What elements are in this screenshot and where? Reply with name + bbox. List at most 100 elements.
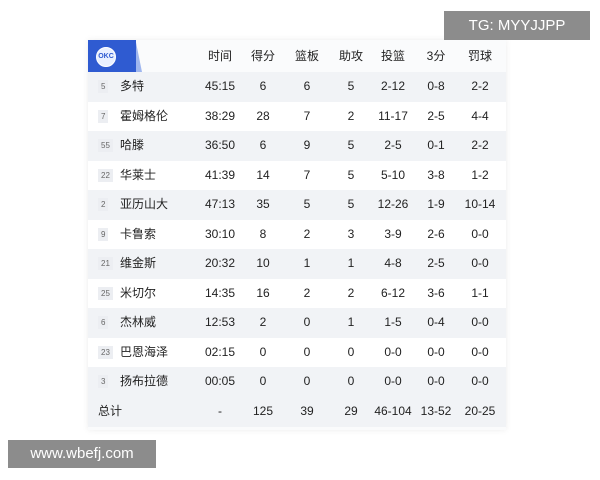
stat-cell: 8 [259, 226, 267, 241]
stat-cell: 0 [259, 344, 267, 359]
stat-cell: 0-0 [471, 256, 489, 270]
table-row: 25 米切尔 14:35 16 2 2 6-12 3-6 1-1 [88, 278, 506, 308]
stat-cell: 12:53 [204, 315, 236, 329]
table-row: 3 扬布拉德 00:05 0 0 0 0-0 0-0 0-0 [88, 367, 506, 397]
column-header: 篮板 [294, 49, 319, 63]
stat-cell: 3-9 [384, 226, 402, 241]
column-header: 投篮 [380, 49, 405, 63]
player-name: 卡鲁索 [120, 226, 157, 241]
stat-cell: 2-12 [380, 79, 406, 93]
total-row: 总计 - 125 39 29 46-104 13-52 20-25 [88, 396, 506, 427]
jersey-number: 9 [98, 227, 109, 241]
stat-cell: 1 [347, 256, 355, 270]
jersey-number: 22 [98, 168, 113, 182]
total-cell: 13-52 [420, 403, 452, 418]
stat-cell: 11-17 [378, 108, 408, 123]
total-cell: 29 [344, 403, 358, 418]
stat-cell: 5 [347, 197, 355, 211]
table-row: 9 卡鲁索 30:10 8 2 3 3-9 2-6 0-0 [88, 219, 506, 249]
stat-cell: 0-0 [384, 374, 402, 388]
stat-cell: 0 [303, 374, 311, 388]
stat-cell: 00:05 [204, 374, 236, 388]
jersey-number: 21 [98, 257, 113, 270]
table-row: 5 多特 45:15 6 6 5 2-12 0-8 2-2 [88, 72, 506, 102]
table-row: 23 巴恩海泽 02:15 0 0 0 0-0 0-0 0-0 [88, 337, 506, 367]
stat-cell: 0 [347, 374, 355, 388]
stat-cell: 3 [347, 226, 355, 241]
stat-cell: 5 [303, 197, 311, 211]
jersey-number: 2 [98, 198, 109, 211]
jersey-number: 25 [98, 286, 113, 300]
table-row: 22 华莱士 41:39 14 7 5 5-10 3-8 1-2 [88, 160, 506, 190]
column-header: 罚球 [467, 49, 492, 63]
total-cell: 125 [252, 403, 274, 418]
stat-cell: 2 [303, 226, 311, 241]
jersey-number: 55 [98, 139, 113, 152]
player-name: 哈滕 [120, 138, 145, 152]
stat-cell: 45:15 [204, 79, 236, 93]
player-name: 维金斯 [120, 256, 157, 270]
stat-cell: 5-10 [380, 167, 406, 182]
stat-cell: 0-1 [427, 138, 445, 152]
stat-cell: 0-0 [471, 226, 489, 241]
table-row: 21 维金斯 20:32 10 1 1 4-8 2-5 0-0 [88, 249, 506, 279]
stat-cell: 0-0 [384, 344, 402, 359]
total-label: 总计 [98, 403, 123, 418]
stat-cell: 28 [256, 108, 270, 123]
stat-cell: 7 [303, 108, 311, 123]
stat-cell: 1-2 [471, 167, 489, 182]
table-header: OKC 时间 得分 篮板 助攻 投篮 3分 罚球 [88, 40, 506, 72]
stat-cell: 1-5 [384, 315, 402, 329]
table-row: 7 霍姆格伦 38:29 28 7 2 11-17 2-5 4-4 [88, 101, 506, 131]
stat-cell: 0 [303, 344, 311, 359]
stat-cell: 4-4 [471, 108, 489, 123]
total-cell: 20-25 [464, 403, 496, 418]
stat-cell: 10-14 [464, 197, 496, 211]
stat-cell: 2-5 [427, 108, 445, 123]
player-name: 华莱士 [120, 167, 157, 182]
stat-cell: 36:50 [204, 138, 236, 152]
stat-cell: 14:35 [204, 285, 236, 300]
stat-cell: 02:15 [204, 344, 236, 359]
stat-cell: 2-2 [471, 79, 489, 93]
stat-cell: 5 [347, 167, 355, 182]
stat-cell: 0-8 [427, 79, 445, 93]
table-row: 2 亚历山大 47:13 35 5 5 12-26 1-9 10-14 [88, 190, 506, 220]
stat-cell: 2-6 [427, 226, 445, 241]
player-name: 霍姆格伦 [120, 108, 169, 123]
stat-cell: 2-2 [471, 138, 489, 152]
stat-cell: 1 [303, 256, 311, 270]
stat-cell: 0 [259, 374, 267, 388]
team-logo: OKC [96, 47, 116, 67]
stat-cell: 5 [347, 138, 355, 152]
jersey-number: 7 [98, 109, 109, 123]
stat-cell: 47:13 [204, 197, 236, 211]
jersey-number: 5 [98, 80, 109, 93]
column-header: 3分 [426, 49, 446, 63]
stat-cell: 2-5 [427, 256, 445, 270]
stat-cell: 1-1 [471, 285, 489, 300]
stat-cell: 6-12 [380, 285, 406, 300]
stat-cell: 35 [256, 197, 270, 211]
stat-cell: 2 [259, 315, 267, 329]
stat-cell: 0-0 [427, 344, 445, 359]
stat-cell: 1 [347, 315, 355, 329]
stat-cell: 30:10 [204, 226, 236, 241]
stat-cell: 0 [347, 344, 355, 359]
stat-cell: 9 [303, 138, 311, 152]
jersey-number: 23 [98, 345, 113, 359]
stat-cell: 38:29 [204, 108, 236, 123]
stat-cell: 6 [259, 138, 267, 152]
jersey-number: 3 [98, 375, 109, 388]
player-name: 杰林威 [120, 315, 157, 329]
stat-cell: 41:39 [204, 167, 236, 182]
stat-cell: 0-4 [427, 315, 445, 329]
stat-cell: 2 [347, 285, 355, 300]
total-cell: 46-104 [374, 403, 412, 418]
stat-cell: 0 [303, 315, 311, 329]
stat-cell: 16 [256, 285, 270, 300]
column-header: 得分 [250, 49, 275, 63]
jersey-number: 6 [98, 316, 109, 329]
stat-cell: 0-0 [471, 315, 489, 329]
stat-cell: 0-0 [427, 374, 445, 388]
